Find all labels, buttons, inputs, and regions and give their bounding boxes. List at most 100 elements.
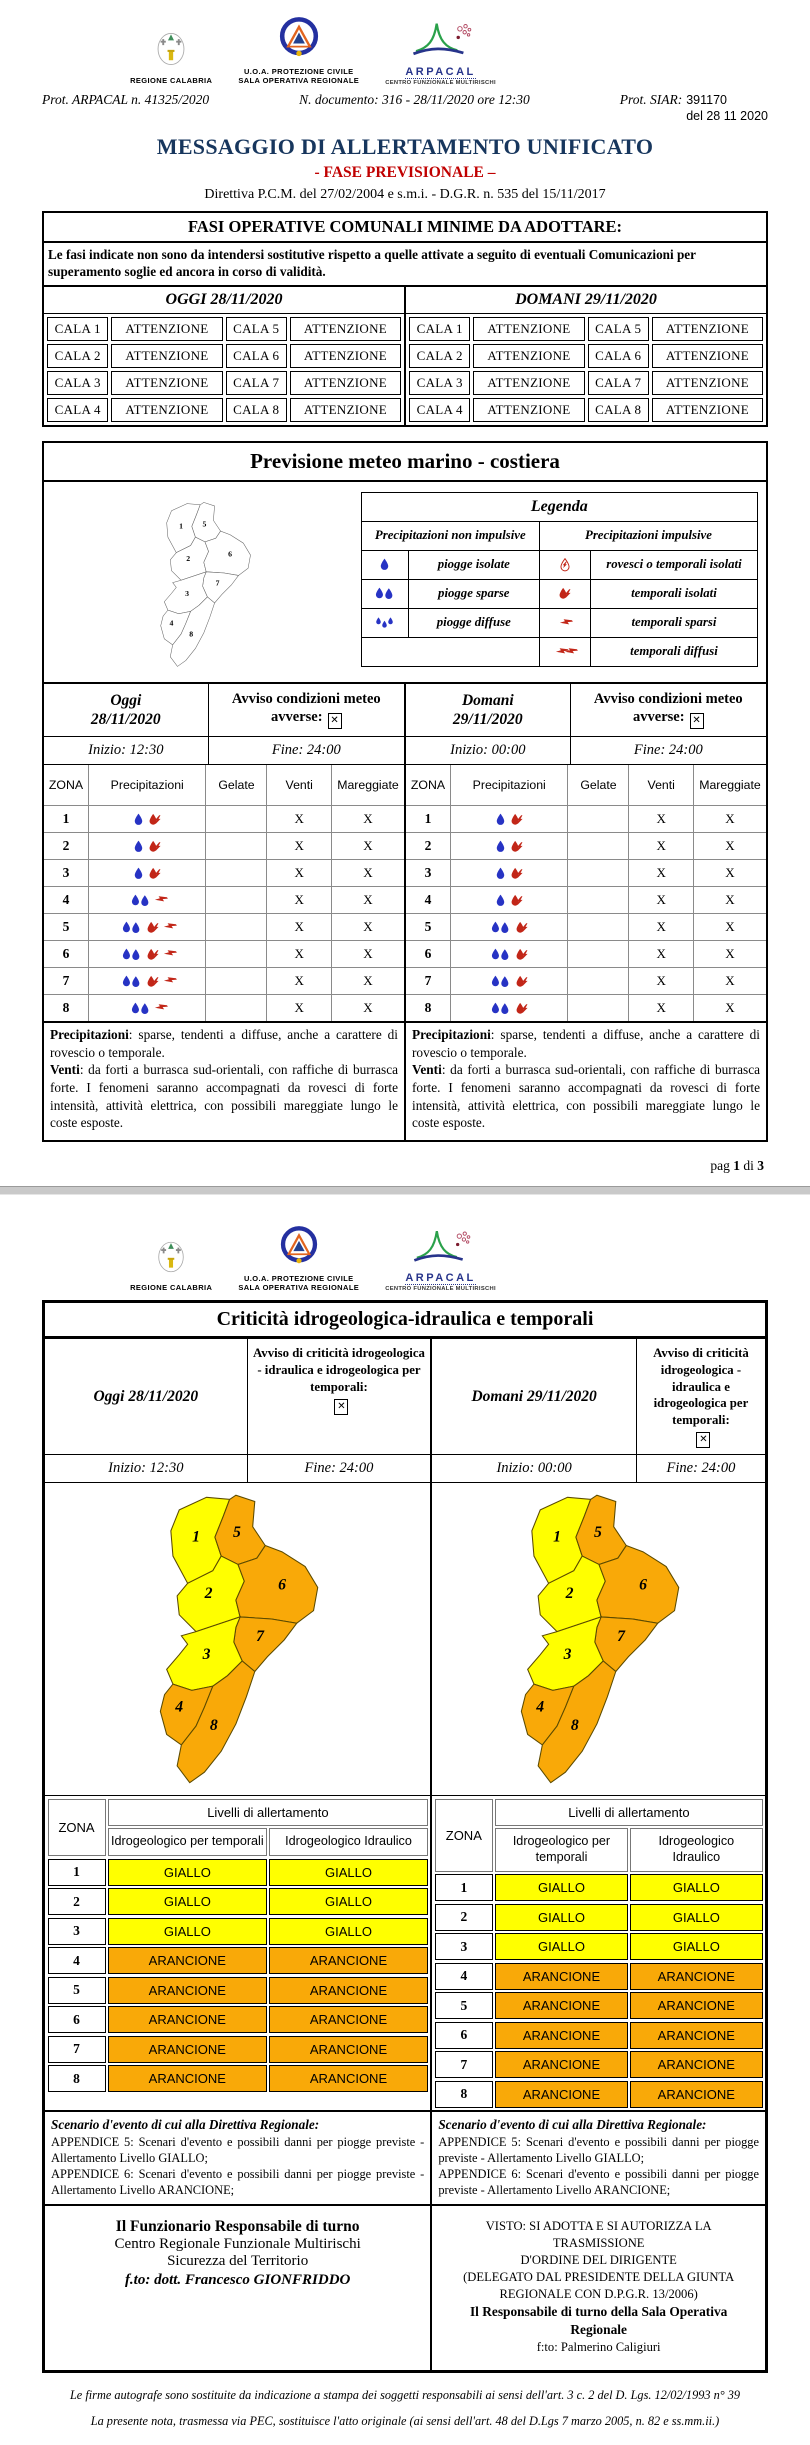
alert-zona-cell: 2: [434, 1903, 493, 1931]
storm-widespread-icon: [555, 643, 578, 661]
logo-regione-calabria: REGIONE CALABRIA: [130, 29, 212, 85]
cala-cell: CALA 4: [409, 397, 471, 422]
rain-scattered-icon: [121, 921, 142, 934]
gelate-cell: [568, 887, 629, 914]
page-1: REGIONE CALABRIA U.O.A. PROTEZIONE CIVIL…: [0, 0, 810, 1174]
gelate-cell: [206, 914, 267, 941]
legend-grid: Legenda Precipitazioni non impulsive Preci…: [361, 492, 757, 666]
map-zone-6: [203, 530, 252, 576]
mareggiate-cell: X: [331, 914, 404, 941]
avviso-checkbox-checked: ✕: [334, 1399, 349, 1416]
alert-level-temporali: ARANCIONE: [108, 2035, 267, 2063]
legend-icon-cell: [361, 579, 408, 608]
venti-cell: X: [267, 887, 331, 914]
map-zone-label-3: 3: [201, 1646, 210, 1663]
venti-cell: X: [267, 941, 331, 968]
fasi-day-oggi-rows: CALA 1 ATTENZIONE CALA 5 ATTENZIONE CALA 2 AT…: [44, 314, 404, 425]
avviso-label: Avviso condizioni meteo avverse:: [231, 690, 381, 726]
signature-line: D'ORDINE DEL DIRIGENTE: [520, 2253, 677, 2268]
alert-level-idraulico: ARANCIONE: [630, 1962, 763, 1990]
storm-isolated-icon: [510, 840, 524, 853]
logo-arpacal: ARPACAL CENTRO FUNZIONALE MULTIRISCHI: [385, 1227, 496, 1292]
protezione-civile-caption-1: U.O.A. PROTEZIONE CIVILE: [243, 1273, 354, 1283]
legend-title: Legenda: [361, 492, 757, 521]
venti-cell: X: [629, 914, 693, 941]
cala-cell: CALA 2: [47, 343, 109, 368]
scenario-domani: Scenario d'evento di cui alla Direttiva …: [430, 2112, 765, 2205]
alert-zona-cell: 4: [47, 1947, 106, 1975]
map-zone-label-1: 1: [553, 1529, 561, 1546]
legend-icon-cell: [539, 550, 590, 579]
protezione-civile-icon: [280, 1225, 318, 1272]
n-documento: N. documento: 316 - 28/11/2020 ore 12:30: [299, 91, 530, 107]
map-zone-label-5: 5: [594, 1525, 602, 1542]
storm-scattered-icon: [155, 999, 169, 1017]
legend-label: temporali isolati: [590, 579, 757, 608]
scenario-oggi: Scenario d'evento di cui alla Direttiva …: [45, 2112, 430, 2204]
map-zone-label-4: 4: [174, 1699, 183, 1716]
alert-level-temporali: ARANCIONE: [495, 2080, 628, 2108]
protezione-civile-icon: [279, 16, 319, 65]
zone-table-domani: ZONA Precipitazioni Gelate Venti Mareggiate 1…: [406, 765, 766, 1022]
fasi-note: Le fasi indicate non sono da intendersi …: [44, 243, 766, 287]
prot-siar-label: Prot. SIAR:: [619, 91, 683, 107]
meteo-map-legend-row: 1 5 2 6 7 3 4 8 Legenda Precipitazioni non impul…: [44, 482, 766, 682]
inizio-domani: Inizio: 00:00: [450, 742, 526, 759]
map-zone-label-4: 4: [170, 618, 174, 627]
legend-icon-cell: [539, 579, 590, 608]
signature-line: Il Funzionario Responsabile di turno: [115, 2218, 360, 2236]
rain-isolated-icon: [133, 813, 144, 826]
venti-cell: X: [629, 941, 693, 968]
alert-level-idraulico: GIALLO: [269, 1888, 428, 1916]
map-zone-label-5: 5: [233, 1525, 241, 1542]
zone-column-header: ZONA: [44, 765, 88, 806]
precipitazioni-cell: [451, 995, 568, 1022]
rain-isolated-icon: [495, 867, 506, 880]
fasi-day-domani-rows: CALA 1 ATTENZIONE CALA 5 ATTENZIONE CALA 2 AT…: [406, 314, 766, 425]
legend-label: temporali sparsi: [590, 608, 757, 637]
mareggiate-cell: X: [331, 995, 404, 1022]
protezione-civile-caption-1: U.O.A. PROTEZIONE CIVILE: [243, 67, 354, 76]
alert-col-temporali: Idrogeologico per temporali: [108, 1828, 267, 1857]
alert-level-idraulico: ARANCIONE: [630, 2051, 763, 2079]
avviso-criticita-domani: Avviso di criticità idrogeologica - idra…: [635, 1339, 765, 1455]
storm-isolated-icon: [510, 867, 524, 880]
zone-column-header: Gelate: [206, 765, 267, 806]
page-number-current: 1: [733, 1157, 740, 1173]
forecast-text-domani: Precipitazioni: sparse, tendenti a diffu…: [406, 1021, 766, 1139]
page-break: [0, 1185, 810, 1195]
map-zone-label-1: 1: [192, 1529, 200, 1546]
storm-isolated-icon: [510, 894, 524, 907]
rain-isolated-icon: [133, 840, 144, 853]
precipitazioni-cell: [89, 995, 206, 1022]
attenzione-cell: ATTENZIONE: [111, 343, 223, 368]
gelate-cell: [206, 968, 267, 995]
page-number-prefix: pag: [710, 1157, 730, 1173]
map-zone-label-6: 6: [639, 1577, 647, 1594]
signature-left: Il Funzionario Responsabile di turno Cent…: [45, 2206, 430, 2370]
legend-label: temporali diffusi: [590, 637, 757, 666]
map-zone-label-2: 2: [203, 1585, 212, 1602]
precipitazioni-cell: [89, 968, 206, 995]
day-name-text: Oggi: [110, 691, 142, 709]
zona-cell: 2: [44, 833, 88, 860]
alert-zona-cell: 3: [434, 1933, 493, 1961]
storm-isolated-icon: [515, 948, 529, 961]
logo-protezione-civile: U.O.A. PROTEZIONE CIVILE SALA OPERATIVA …: [238, 1225, 359, 1293]
venti-cell: X: [267, 806, 331, 833]
storm-isolated-icon: [558, 587, 572, 600]
mareggiate-cell: X: [693, 860, 766, 887]
page-2: REGIONE CALABRIA U.O.A. PROTEZIONE CIVIL…: [0, 1209, 810, 2435]
fine-oggi: Fine: 24:00: [246, 1455, 431, 1483]
attenzione-cell: ATTENZIONE: [473, 397, 585, 422]
precipitazioni-label: Precipitazioni: [412, 1027, 491, 1043]
prot-siar: Prot. SIAR: 391170 del 28 11 2020: [620, 92, 768, 125]
day-name-text: Domani: [461, 691, 514, 709]
prot-arpacal: Prot. ARPACAL n. 41325/2020: [42, 91, 210, 107]
venti-cell: X: [629, 968, 693, 995]
cala-cell: CALA 1: [47, 316, 109, 341]
alert-level-temporali: GIALLO: [108, 1858, 267, 1886]
mareggiate-cell: X: [693, 887, 766, 914]
fine-domani: Fine: 24:00: [569, 737, 766, 765]
alert-level-idraulico: ARANCIONE: [630, 2021, 763, 2049]
